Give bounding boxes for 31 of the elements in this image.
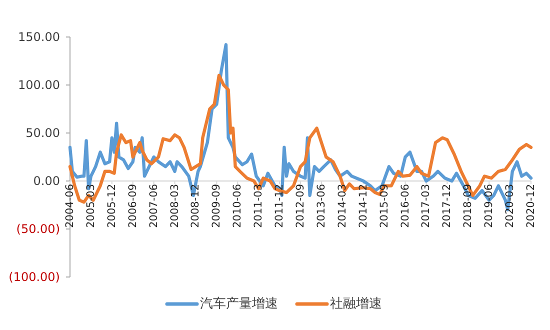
x-tick-label: 2016-06 bbox=[399, 184, 412, 228]
x-tick-label: 2012-09 bbox=[294, 184, 306, 228]
x-tick-label: 2017-12 bbox=[441, 184, 454, 228]
x-tick-label: 2011-03 bbox=[252, 184, 265, 228]
y-tick-label: 100.00 bbox=[18, 78, 60, 92]
x-tick-label: 2013-06 bbox=[315, 184, 328, 228]
x-tick-label: 2009-09 bbox=[210, 184, 223, 228]
x-tick-label: 2018-09 bbox=[462, 184, 474, 228]
x-tick-label: 2008-12 bbox=[190, 184, 202, 228]
x-tick-label: 2004-06 bbox=[64, 184, 76, 228]
x-tick-label: 2005-12 bbox=[106, 184, 118, 228]
x-tick-label: 2015-09 bbox=[378, 184, 390, 228]
y-tick-label: (100.00) bbox=[8, 270, 60, 284]
y-tick-label: 50.00 bbox=[26, 126, 60, 140]
x-tick-label: 2014-12 bbox=[357, 184, 370, 228]
legend-label: 社融增速 bbox=[330, 296, 382, 312]
x-tick-label: 2017-03 bbox=[420, 184, 432, 228]
x-tick-label: 2010-06 bbox=[232, 184, 244, 228]
x-tick-label: 2011-12 bbox=[274, 184, 286, 228]
y-tick-label: 150.00 bbox=[18, 30, 60, 44]
x-tick-label: 2006-09 bbox=[126, 184, 139, 228]
legend-label: 汽车产量增速 bbox=[200, 296, 278, 312]
x-tick-label: 2020-12 bbox=[525, 184, 537, 228]
x-tick-label: 2020-03 bbox=[504, 184, 516, 228]
x-tick-label: 2019-06 bbox=[483, 184, 496, 228]
y-tick-label: 0.00 bbox=[33, 174, 60, 188]
y-tick-label: (50.00) bbox=[16, 222, 60, 236]
x-tick-label: 2008-03 bbox=[168, 184, 181, 228]
x-tick-label: 2014-03 bbox=[336, 184, 348, 228]
x-tick-label: 2005-03 bbox=[84, 184, 97, 228]
x-tick-label: 2007-06 bbox=[148, 184, 160, 228]
